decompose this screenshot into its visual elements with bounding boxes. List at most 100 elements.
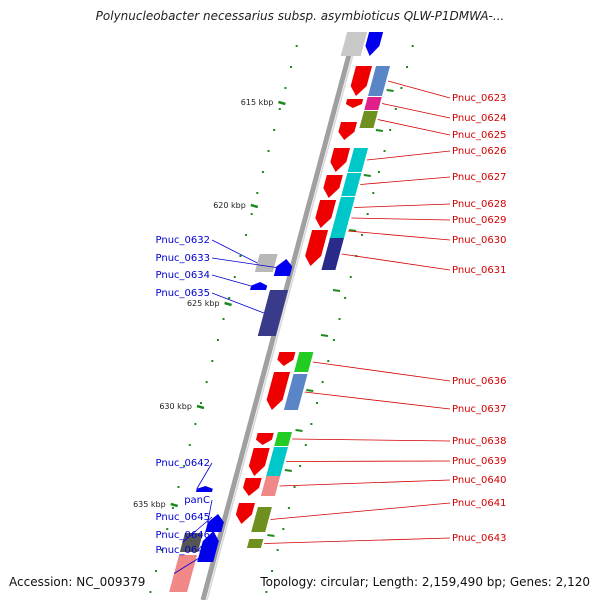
guide-dot xyxy=(211,360,214,362)
gene-arrow-red xyxy=(235,503,255,524)
guide-dot xyxy=(194,423,197,425)
guide-dot xyxy=(271,570,274,572)
gene-arrow-red xyxy=(315,200,337,228)
gene-block-pnuc_0630 xyxy=(329,222,349,240)
gene-arrow-red xyxy=(277,352,296,366)
gene-block-pnuc_0626 xyxy=(347,148,369,172)
callout-line xyxy=(270,502,451,520)
kbp-tick-mark xyxy=(250,203,259,209)
gene-arrow-pnuc_0642 xyxy=(195,486,213,492)
guide-dot xyxy=(282,528,285,530)
gene-label-pnuc_0629: Pnuc_0629 xyxy=(452,215,506,226)
callout-line xyxy=(387,80,451,99)
callout-line xyxy=(196,462,213,490)
gene-block-pnuc_0625 xyxy=(359,111,378,128)
strand-tick xyxy=(267,534,275,537)
guide-dot xyxy=(304,444,307,446)
callout-line xyxy=(304,391,451,410)
callout-line xyxy=(292,438,451,442)
kbp-tick-label: 620 kbp xyxy=(213,201,246,210)
gene-arrow xyxy=(365,32,384,56)
guide-dot xyxy=(250,213,253,215)
guide-dot xyxy=(267,150,270,152)
guide-dot xyxy=(361,234,364,236)
guide-dot xyxy=(205,381,208,383)
guide-dot xyxy=(310,423,313,425)
gene-arrow-pnuc_0634 xyxy=(250,282,268,290)
guide-dot xyxy=(149,591,152,593)
guide-dot xyxy=(290,66,293,68)
gene-label-pnuc_0640: Pnuc_0640 xyxy=(452,475,506,486)
genome-title: Polynucleobacter necessarius subsp. asym… xyxy=(95,9,505,23)
callout-line xyxy=(351,217,451,221)
guide-dot xyxy=(394,108,397,110)
kbp-tick-label: 615 kbp xyxy=(241,98,274,107)
gene-block-pnuc_0645 xyxy=(179,533,203,552)
guide-dot xyxy=(389,129,392,131)
callout-line xyxy=(347,230,451,241)
guide-dot xyxy=(188,444,191,446)
gene-label-pnuc_0645: Pnuc_0645 xyxy=(156,512,210,523)
gene-arrow-pnuc_0646 xyxy=(197,531,219,562)
callout-line xyxy=(173,549,213,574)
gene-label-pnuc_0634: Pnuc_0634 xyxy=(156,270,210,281)
gene-arrow-red xyxy=(345,99,364,108)
gene-block-pnuc_0635 xyxy=(257,290,289,336)
gene-block-pnuc_0627 xyxy=(341,173,362,196)
gene-block-pnuc_0636 xyxy=(294,352,314,372)
gene-block-pnuc_0640 xyxy=(260,476,281,496)
gene-arrow-red xyxy=(350,66,373,96)
callout-line xyxy=(286,460,451,462)
gene-arrow-red xyxy=(266,372,291,410)
kbp-tick-label: 635 kbp xyxy=(133,500,166,509)
strand-tick xyxy=(386,89,394,92)
guide-dot xyxy=(171,507,174,509)
guide-dot xyxy=(273,129,276,131)
gene-label-pnuc_0631: Pnuc_0631 xyxy=(452,265,506,276)
callout-line xyxy=(201,534,213,547)
guide-dot xyxy=(327,360,330,362)
strand-tick xyxy=(375,129,384,132)
callout-line xyxy=(360,176,451,185)
callout-line xyxy=(354,203,451,208)
strand-tick xyxy=(332,289,341,292)
accession-label: Accession: NC_009379 xyxy=(9,575,146,589)
guide-dot xyxy=(276,549,279,551)
guide-dot xyxy=(284,87,287,89)
gene-block-pnuc_0623 xyxy=(368,66,391,96)
callout-line xyxy=(211,292,265,314)
guide-dot xyxy=(166,528,169,530)
guide-dot xyxy=(406,66,409,68)
guide-dot xyxy=(338,318,341,320)
guide-dot xyxy=(228,297,231,299)
guide-dot xyxy=(183,465,186,467)
gene-block xyxy=(340,32,368,56)
gene-label-pnuc_0632: Pnuc_0632 xyxy=(156,235,210,246)
guide-dot xyxy=(332,339,335,341)
gene-label-pnuc_0628: Pnuc_0628 xyxy=(452,199,506,210)
gene-label-pnuc_0642: Pnuc_0642 xyxy=(156,458,210,469)
guide-dot xyxy=(400,87,403,89)
gene-arrow-red xyxy=(243,478,262,496)
guide-dot xyxy=(295,45,298,47)
gene-block-pnuc_0631 xyxy=(321,238,344,270)
gene-label-pnuc_0643: Pnuc_0643 xyxy=(452,533,506,544)
gene-label-pnuc_0625: Pnuc_0625 xyxy=(452,130,506,141)
gene-label-pnuc_0623: Pnuc_0623 xyxy=(452,93,506,104)
gene-block-pnuc_0639 xyxy=(266,447,288,476)
guide-dot xyxy=(256,192,259,194)
gene-label-pnuc_0641: Pnuc_0641 xyxy=(452,498,506,509)
gene-label-pnuc_0633: Pnuc_0633 xyxy=(156,253,210,264)
callout-line xyxy=(211,274,252,287)
gene-label-pnuc_0630: Pnuc_0630 xyxy=(452,235,506,246)
guide-dot xyxy=(155,570,158,572)
kbp-tick-label: 630 kbp xyxy=(159,402,192,411)
callout-line xyxy=(377,119,451,136)
guide-dot xyxy=(316,402,319,404)
gene-block-pnuc_0638 xyxy=(274,432,292,446)
gene-label-pnuc_0626: Pnuc_0626 xyxy=(452,146,506,157)
guide-dot xyxy=(299,465,302,467)
kbp-tick-mark xyxy=(224,301,232,307)
